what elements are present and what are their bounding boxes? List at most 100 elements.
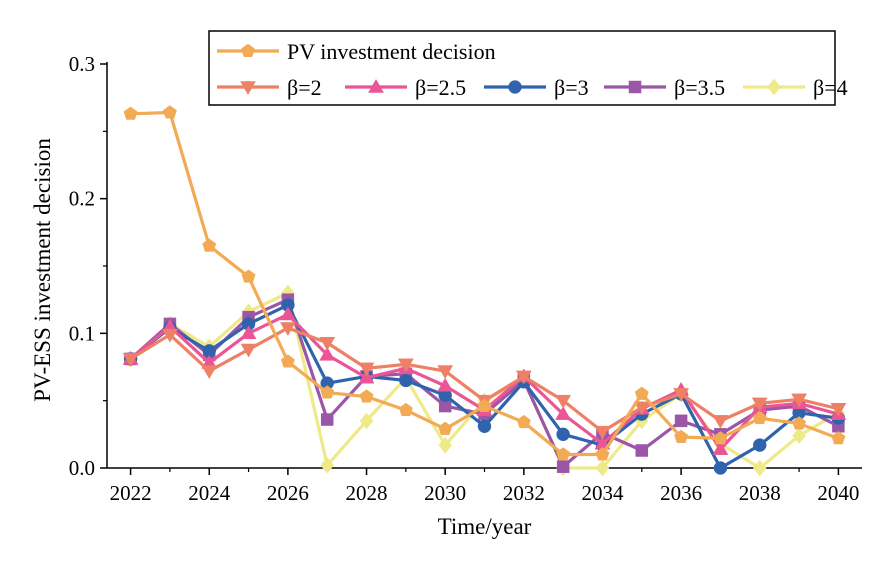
data-point [319,337,336,351]
data-point [319,346,336,361]
legend-item: β=2 [217,75,322,100]
data-point [320,413,334,426]
series-4 [124,293,845,473]
x-tick-label: 2024 [188,481,231,505]
data-point [752,410,767,425]
series-5 [123,284,846,477]
data-point [555,406,572,420]
x-tick-label: 2036 [660,481,702,505]
data-point [399,373,413,388]
data-point [359,389,374,403]
data-point [279,322,296,336]
legend-label: β=4 [813,75,848,100]
data-point [595,459,610,477]
legend-marker [240,81,256,96]
legend-item: β=4 [743,75,848,100]
x-tick-label: 2026 [267,481,309,505]
legend-label: PV investment decision [287,39,496,64]
legend-item: PV investment decision [217,39,496,64]
data-point [397,358,414,373]
x-axis-title: Time/year [438,514,532,539]
legend-marker [628,80,642,94]
data-point [830,402,847,417]
data-point [753,438,767,452]
data-point [556,427,570,442]
x-tick-label: 2028 [346,481,388,505]
data-point [477,419,492,434]
data-point [674,414,688,428]
legend-marker [368,78,384,93]
y-tick-label: 0.3 [69,52,95,76]
data-point [202,238,217,252]
data-point [792,427,806,445]
series-line [129,298,840,469]
data-point [791,393,808,408]
data-point [123,106,138,120]
data-point [162,105,177,119]
data-point [713,431,728,445]
data-point [320,385,335,399]
data-point [398,402,413,417]
data-point [594,425,611,440]
data-point [240,343,257,358]
legend-marker [508,80,522,94]
data-point [161,328,178,343]
data-point [437,377,454,392]
data-point [515,370,532,385]
legend-item: β=3 [484,75,589,100]
data-point [438,421,453,435]
legend-item: β=2.5 [345,75,466,100]
data-point [122,353,139,367]
data-point [516,414,531,429]
data-point [635,444,649,457]
data-point [320,456,335,474]
data-point [751,397,768,412]
legend-label: β=2 [287,75,322,100]
legend-box [208,30,836,106]
data-point [831,431,846,445]
legend-marker [241,43,255,57]
series-line [129,291,840,470]
legend-label: β=2.5 [415,75,466,100]
x-tick-label: 2038 [739,481,781,505]
data-point [673,388,690,402]
data-point [555,394,572,409]
legend-label: β=3.5 [674,75,725,100]
data-point [201,365,218,380]
y-tick-label: 0.1 [69,321,95,345]
data-point [241,269,256,283]
x-tick-label: 2034 [581,481,624,505]
data-point [752,459,767,477]
data-point [358,362,375,377]
data-point [792,416,807,430]
legend: PV investment decision β=2 β=2.5 β=3 β=3.5 β=… [208,30,848,106]
x-axis: 2022 2024 2026 2028 2030 2032 2034 2036 2038 2040 [110,468,859,505]
series-0 [123,105,846,461]
data-point [634,386,649,400]
data-point [556,460,570,473]
data-point [280,354,295,368]
x-tick-label: 2022 [110,481,152,505]
data-point [358,369,375,384]
legend-label: β=3 [554,75,589,100]
y-axis-title: PV-ESS investment decision [30,138,55,402]
data-point [595,447,610,461]
data-point [438,436,452,454]
x-tick-label: 2040 [817,481,859,505]
y-axis: 0.0 0.1 0.2 0.3 [69,52,107,480]
x-tick-label: 2030 [424,481,466,505]
data-point [240,325,257,340]
data-point [633,401,650,416]
y-tick-label: 0.0 [69,456,95,480]
series-layer [122,105,847,477]
x-tick-label: 2032 [503,481,545,505]
data-point [712,415,729,429]
data-point [477,398,492,412]
series-1 [122,322,847,440]
data-point [437,365,454,380]
data-point [279,306,296,321]
data-point [713,461,728,475]
data-point [359,412,374,430]
data-point [556,447,571,461]
